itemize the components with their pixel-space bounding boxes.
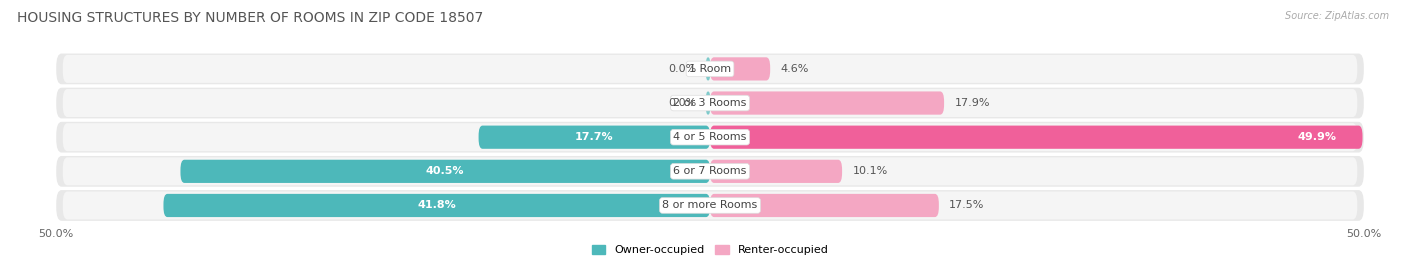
FancyBboxPatch shape	[63, 55, 1357, 83]
Text: 0.0%: 0.0%	[669, 98, 697, 108]
FancyBboxPatch shape	[706, 91, 710, 115]
Text: 49.9%: 49.9%	[1298, 132, 1336, 142]
Text: 17.5%: 17.5%	[949, 200, 984, 210]
Text: 8 or more Rooms: 8 or more Rooms	[662, 200, 758, 210]
FancyBboxPatch shape	[63, 157, 1357, 185]
Text: 0.0%: 0.0%	[669, 64, 697, 74]
Text: 6 or 7 Rooms: 6 or 7 Rooms	[673, 166, 747, 176]
FancyBboxPatch shape	[710, 57, 770, 80]
Text: 17.9%: 17.9%	[955, 98, 990, 108]
FancyBboxPatch shape	[710, 194, 939, 217]
Text: HOUSING STRUCTURES BY NUMBER OF ROOMS IN ZIP CODE 18507: HOUSING STRUCTURES BY NUMBER OF ROOMS IN…	[17, 11, 484, 25]
FancyBboxPatch shape	[163, 194, 710, 217]
Text: Source: ZipAtlas.com: Source: ZipAtlas.com	[1285, 11, 1389, 21]
FancyBboxPatch shape	[710, 160, 842, 183]
FancyBboxPatch shape	[56, 156, 1364, 187]
FancyBboxPatch shape	[63, 123, 1357, 151]
FancyBboxPatch shape	[478, 126, 710, 149]
FancyBboxPatch shape	[56, 122, 1364, 153]
FancyBboxPatch shape	[63, 192, 1357, 220]
FancyBboxPatch shape	[710, 91, 943, 115]
Text: 1 Room: 1 Room	[689, 64, 731, 74]
FancyBboxPatch shape	[56, 88, 1364, 118]
Legend: Owner-occupied, Renter-occupied: Owner-occupied, Renter-occupied	[588, 240, 832, 260]
Text: 41.8%: 41.8%	[418, 200, 456, 210]
Text: 2 or 3 Rooms: 2 or 3 Rooms	[673, 98, 747, 108]
FancyBboxPatch shape	[56, 190, 1364, 221]
Text: 40.5%: 40.5%	[426, 166, 464, 176]
Text: 4.6%: 4.6%	[780, 64, 808, 74]
Text: 17.7%: 17.7%	[575, 132, 613, 142]
FancyBboxPatch shape	[56, 54, 1364, 84]
FancyBboxPatch shape	[180, 160, 710, 183]
Text: 10.1%: 10.1%	[852, 166, 887, 176]
FancyBboxPatch shape	[63, 89, 1357, 117]
Text: 4 or 5 Rooms: 4 or 5 Rooms	[673, 132, 747, 142]
FancyBboxPatch shape	[706, 57, 710, 80]
FancyBboxPatch shape	[710, 126, 1362, 149]
